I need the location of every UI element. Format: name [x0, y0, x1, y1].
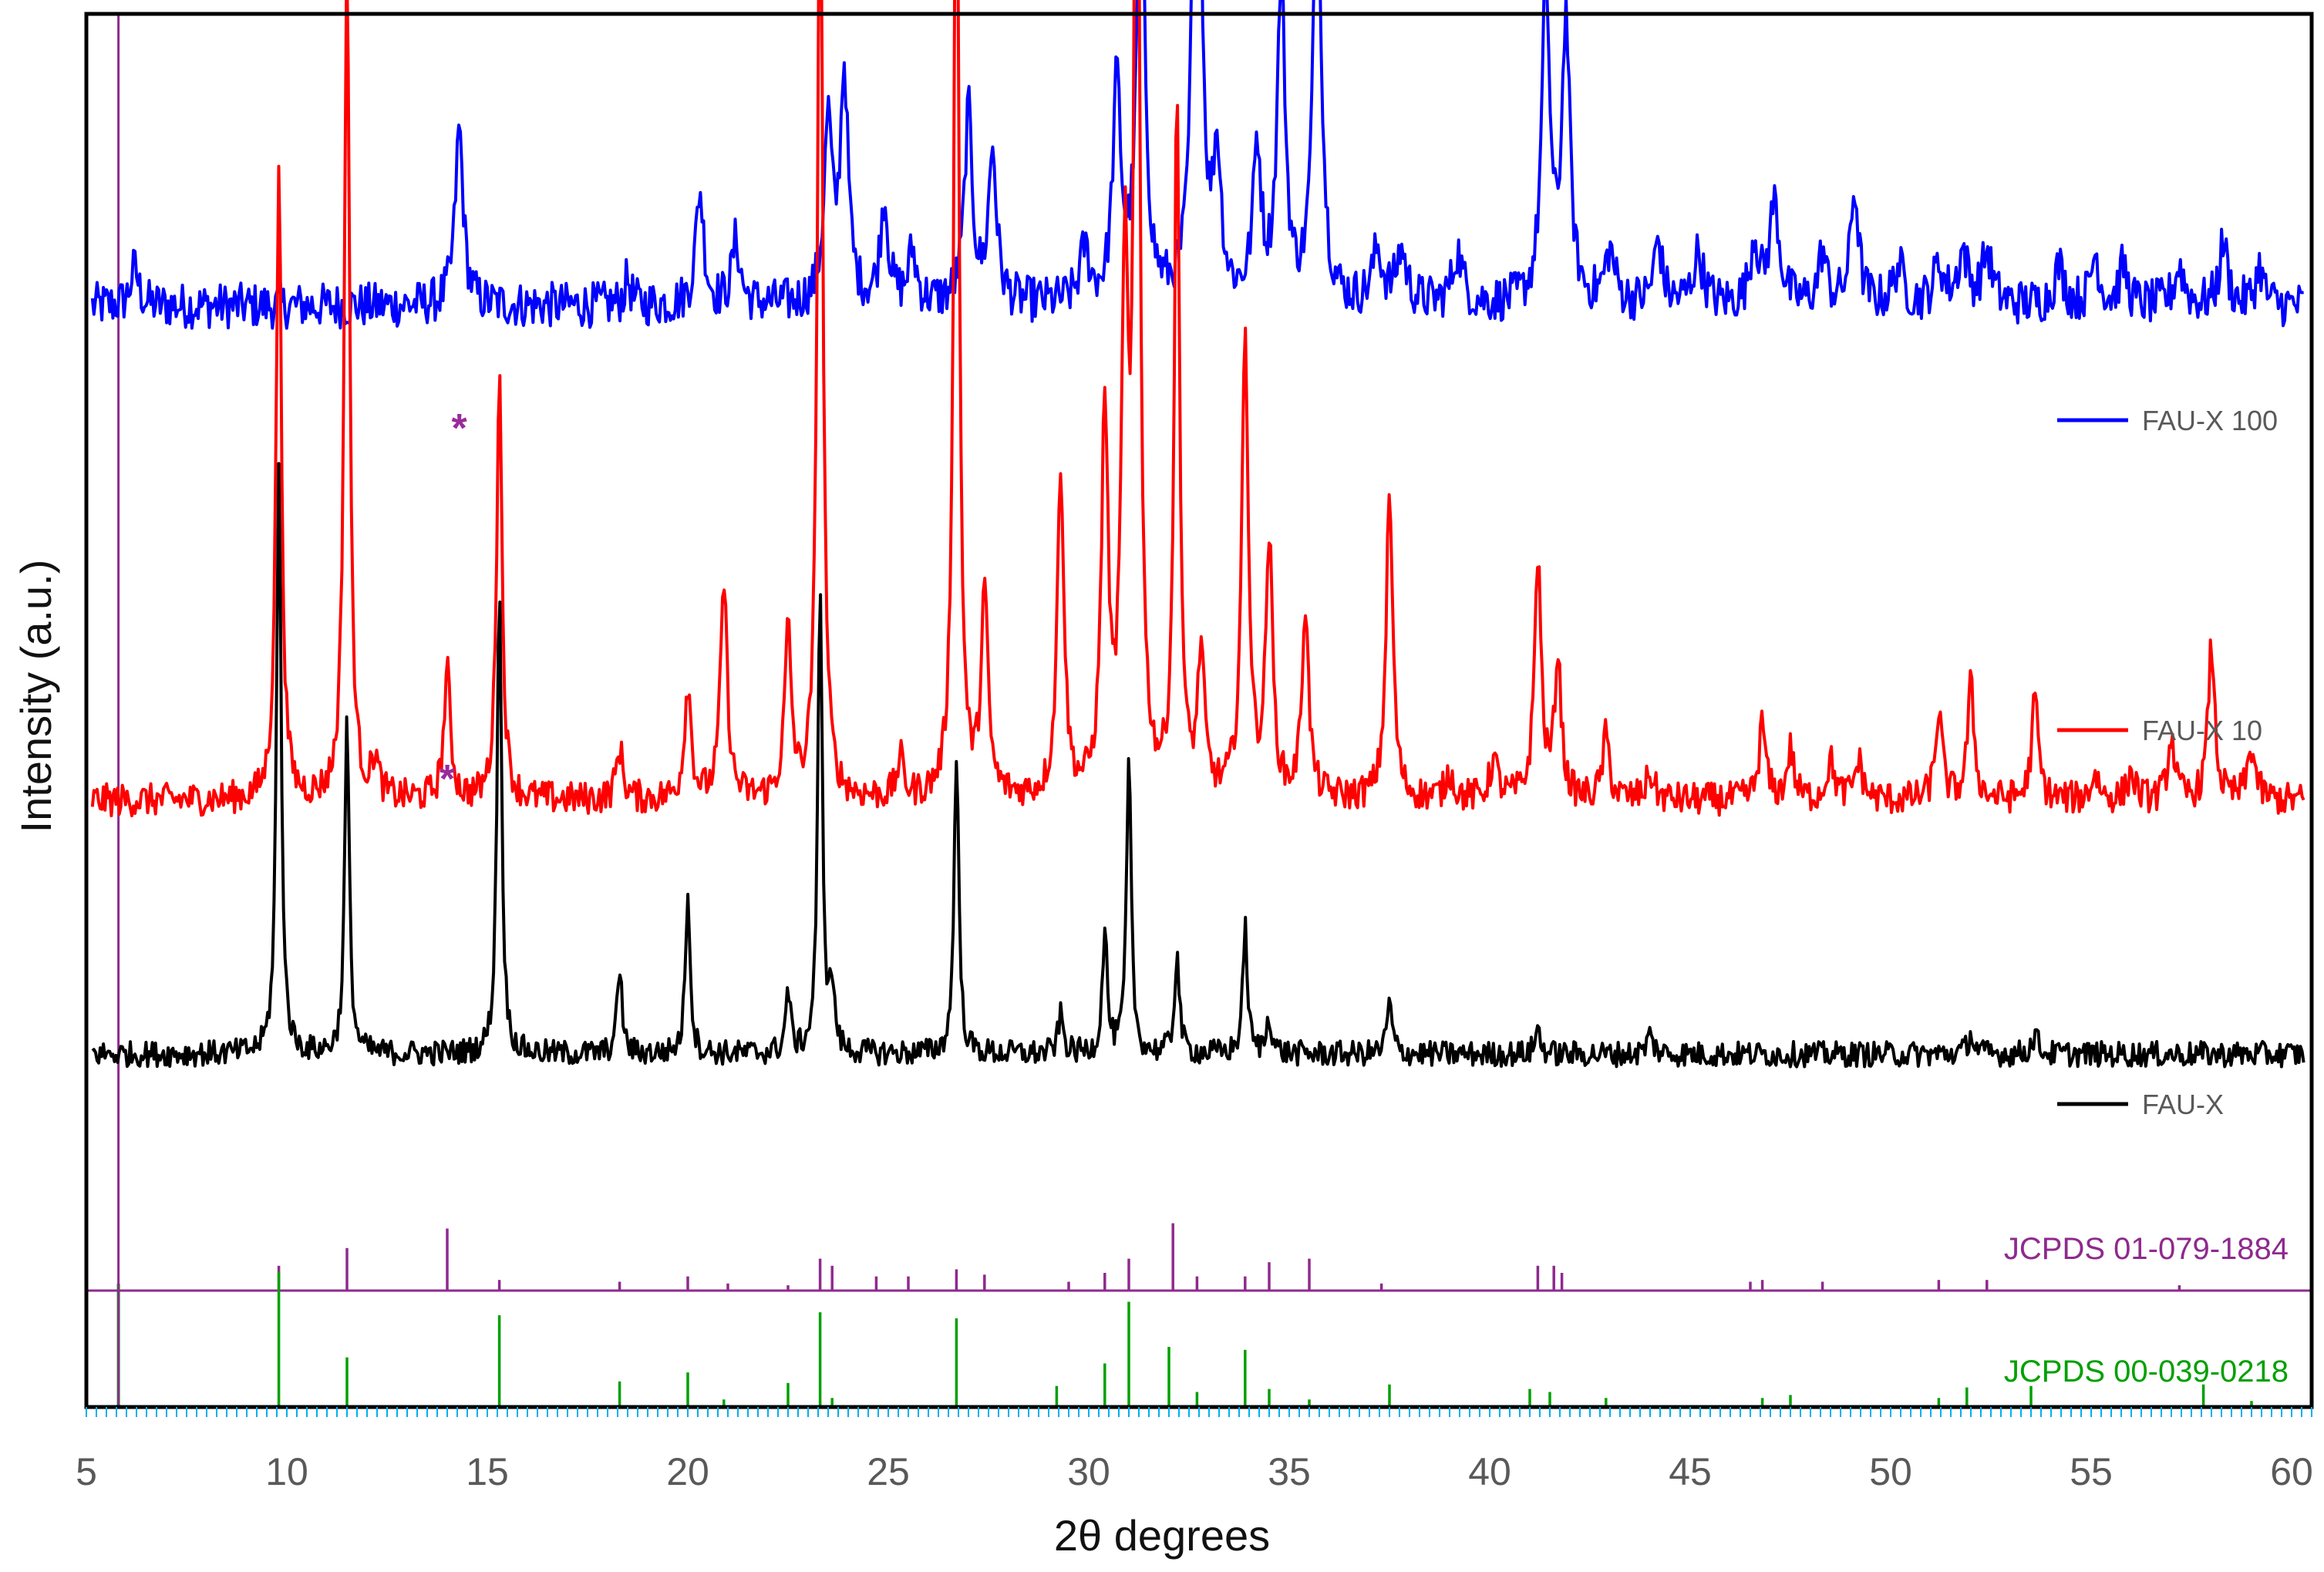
y-axis-title: Intensity (a.u.) — [12, 560, 60, 833]
series-line-fau-x-10 — [90, 0, 2305, 818]
x-tick-label: 25 — [867, 1450, 910, 1493]
series-line-fau-x-100 — [90, 0, 2304, 330]
x-tick-label: 5 — [76, 1450, 97, 1493]
legend-label: FAU-X — [2142, 1089, 2224, 1120]
impurity-marker: * — [451, 406, 467, 451]
x-tick-label: 55 — [2070, 1450, 2113, 1493]
x-tick-label: 10 — [265, 1450, 308, 1493]
x-tick-label: 30 — [1067, 1450, 1110, 1493]
x-tick-label: 45 — [1669, 1450, 1712, 1493]
reference-label-2: JCPDS 00-039-0218 — [2004, 1355, 2289, 1389]
reference-label-1: JCPDS 01-079-1884 — [2004, 1232, 2289, 1266]
x-tick-label: 50 — [1869, 1450, 1912, 1493]
legend-label: FAU-X 100 — [2142, 405, 2278, 436]
x-tick-label: 40 — [1468, 1450, 1511, 1493]
x-tick-label: 20 — [666, 1450, 709, 1493]
impurity-marker: * — [440, 757, 456, 802]
x-tick-label: 35 — [1268, 1450, 1311, 1493]
x-tick-label: 15 — [466, 1450, 509, 1493]
legend-label: FAU-X 10 — [2142, 715, 2262, 746]
x-tick-label: 60 — [2270, 1450, 2313, 1493]
series-line-fau-x — [91, 462, 2305, 1069]
x-axis-title: 2θ degrees — [1054, 1511, 1270, 1560]
